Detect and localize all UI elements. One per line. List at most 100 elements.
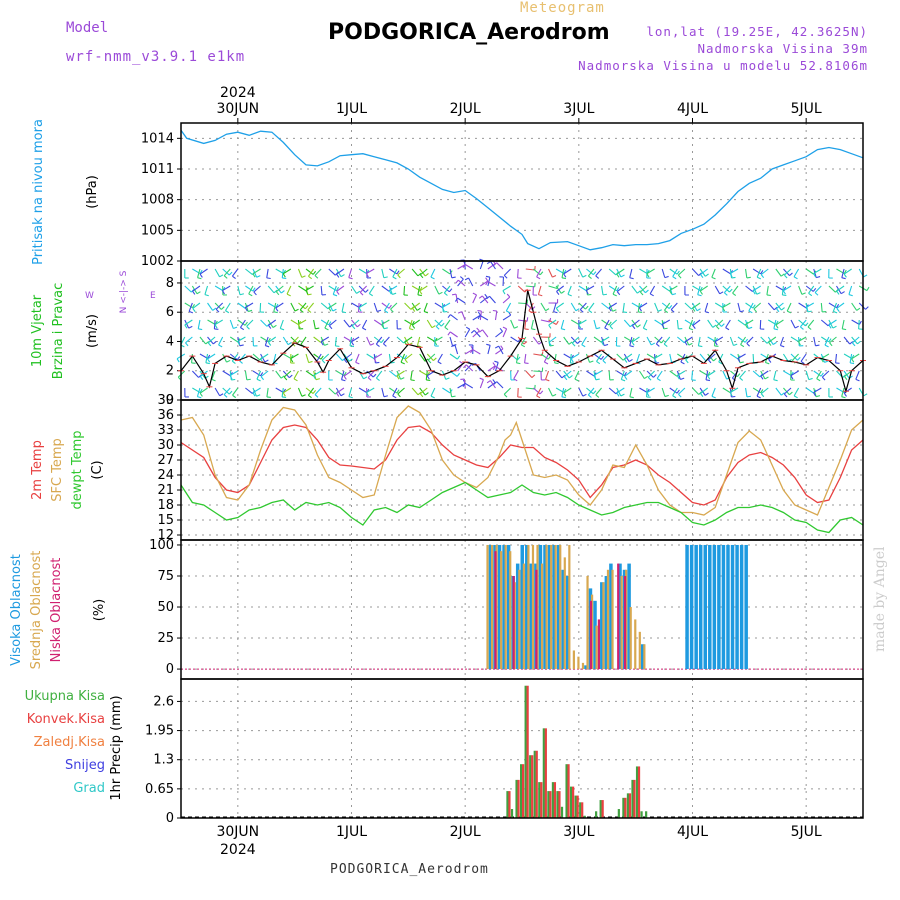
wind-barb-flag <box>419 290 423 295</box>
wind-barb <box>196 387 201 397</box>
wind-barb-flag <box>746 342 750 347</box>
wind-barb <box>844 370 852 377</box>
wind-barb-flag <box>237 341 241 346</box>
wind-barb-flag <box>549 344 554 347</box>
wind-barb <box>290 336 298 344</box>
wind-barb <box>813 370 822 377</box>
wind-barb <box>341 302 345 312</box>
wind-barb-flag <box>191 304 196 308</box>
wind-barb <box>561 387 565 397</box>
precip-bar <box>631 779 634 818</box>
wind-barb <box>711 268 716 278</box>
wind-barb <box>283 370 292 378</box>
precip-bar <box>510 809 514 818</box>
x-tick-bottom: 2JUL <box>450 824 481 840</box>
cloud-bar <box>486 544 489 670</box>
wind-barb-flag <box>676 389 680 394</box>
wind-barb-flag <box>624 358 628 363</box>
wind-barb-flag <box>324 343 329 346</box>
wind-barb <box>479 315 489 321</box>
wind-barb <box>586 268 594 276</box>
wind-barb <box>843 387 852 394</box>
wind-barb <box>714 285 721 295</box>
wind-barb <box>313 336 322 343</box>
wind-barb-flag <box>850 362 855 365</box>
wind-barb-flag <box>646 273 650 278</box>
cloud-bar <box>689 544 694 670</box>
cloud-bar <box>721 544 726 670</box>
wind-barb <box>390 302 398 310</box>
wind-barb-flag <box>841 277 846 280</box>
wind-barb <box>314 387 322 395</box>
wind-barb <box>805 268 814 275</box>
wind-barb-flag <box>343 359 348 364</box>
precip-bar <box>540 782 543 818</box>
wind-barb <box>290 353 299 360</box>
wind-barb <box>639 285 646 294</box>
y-tick-label: 6 <box>166 305 174 320</box>
wind-barb-flag <box>629 396 634 399</box>
legend-precip-3: Snijeg <box>65 758 105 773</box>
wind-barb <box>487 280 496 287</box>
wind-barb-flag <box>524 362 529 365</box>
wind-barb-flag <box>793 276 798 280</box>
wind-barb-flag <box>301 275 306 278</box>
wind-barb <box>282 336 289 345</box>
cloud-bar <box>535 569 538 670</box>
wind-barb-flag <box>807 326 812 330</box>
wind-barb-flag <box>383 395 388 398</box>
precip-bar <box>533 750 536 818</box>
wind-barb <box>332 285 337 295</box>
cloud-bar <box>625 569 628 670</box>
cloud-bar <box>543 544 547 670</box>
wind-barb-flag <box>595 275 600 279</box>
precip-bar <box>565 764 568 818</box>
wind-barb-flag <box>531 374 536 378</box>
wind-barb-flag <box>836 303 840 308</box>
wind-barb-flag <box>680 361 685 365</box>
wind-barb <box>616 387 625 394</box>
wind-barb <box>517 285 526 293</box>
precip-bar <box>635 766 639 818</box>
wind-barb <box>661 285 670 292</box>
wind-barb-flag <box>620 393 625 397</box>
wind-barb <box>449 331 458 338</box>
wind-barb-flag <box>437 361 442 365</box>
wind-barb-flag <box>307 293 312 296</box>
wind-barb <box>649 285 656 295</box>
wind-barb-flag <box>656 378 661 382</box>
legend-precip-0: Ukupna Kisa <box>25 689 105 704</box>
wind-barb <box>503 387 512 395</box>
wind-barb-flag <box>661 324 665 329</box>
wind-barb <box>207 353 216 360</box>
wind-barb <box>714 302 724 309</box>
wind-barb <box>624 370 633 377</box>
wind-barb-flag <box>479 377 484 381</box>
wind-barb <box>366 353 375 360</box>
wind-barb-flag <box>392 395 397 399</box>
page-title: PODGORICA_Aerodrom <box>328 20 610 45</box>
wind-barb <box>268 319 277 326</box>
wind-barb <box>760 387 769 395</box>
wind-barb <box>496 381 504 389</box>
wind-barb <box>555 302 564 309</box>
wind-barb-flag <box>836 290 840 295</box>
wind-barb-flag <box>571 342 576 347</box>
wind-barb <box>260 353 269 360</box>
wind-barb <box>639 302 648 309</box>
wind-barb-flag <box>451 293 457 296</box>
wind-barb <box>449 336 454 346</box>
wind-barb <box>515 353 519 363</box>
cloud-bar <box>512 575 515 670</box>
wind-barb-flag <box>214 324 218 329</box>
wind-barb-flag <box>373 358 377 363</box>
wind-barb-flag <box>768 358 772 363</box>
wind-barb <box>472 314 481 321</box>
wind-barb <box>756 268 762 278</box>
wind-barb-flag <box>417 294 422 297</box>
wind-barb <box>570 336 578 344</box>
wind-barb-flag <box>485 277 489 282</box>
wind-barb-flag <box>392 292 397 296</box>
wind-barb <box>336 387 345 394</box>
wind-barb <box>397 387 405 395</box>
